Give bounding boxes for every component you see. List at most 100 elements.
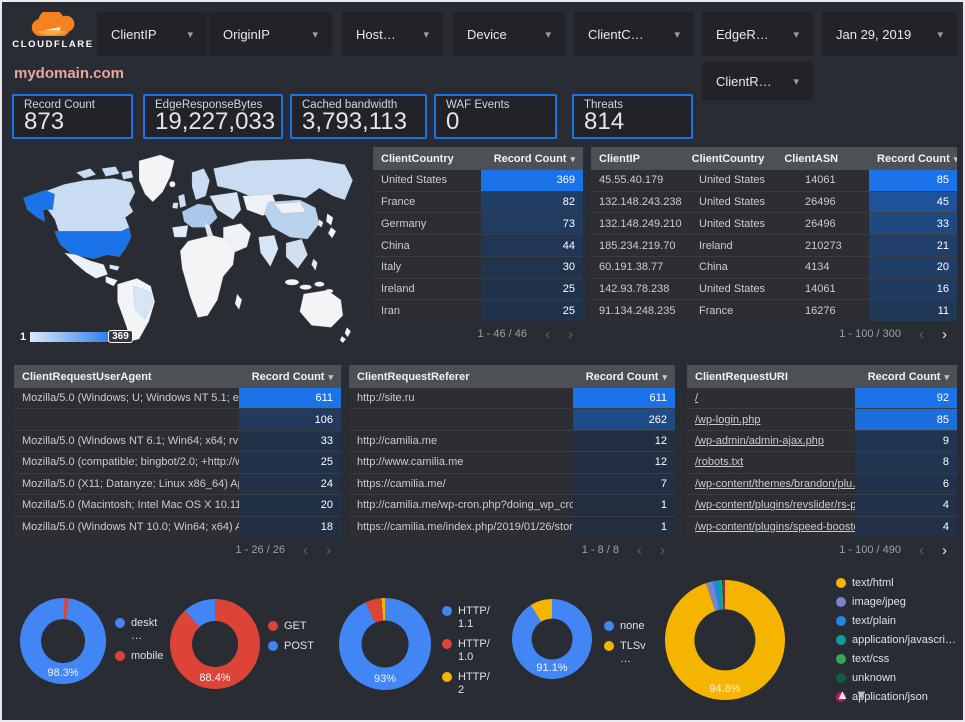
legend-item[interactable]: TLSv… xyxy=(604,640,656,666)
scorecard-cached-bandwidth: Cached bandwidth 3,793,113 xyxy=(290,94,427,139)
scorecard-label: WAF Events xyxy=(446,99,510,111)
table-pagination: 1 - 46 / 46 ‹ › xyxy=(373,321,583,347)
uri-link[interactable]: /wp-content/plugins/speed-booste… xyxy=(695,520,855,533)
legend-dot-icon xyxy=(836,597,846,607)
uri-link[interactable]: /wp-admin/admin-ajax.php xyxy=(695,435,825,448)
uri-link[interactable]: /wp-login.php xyxy=(695,413,761,426)
record-count-cell: 30 xyxy=(481,256,583,278)
column-header[interactable]: ClientRequestUserAgent xyxy=(22,370,152,383)
legend-item[interactable]: POST xyxy=(268,640,316,653)
column-header[interactable]: Record Count▾ xyxy=(869,153,957,165)
column-header[interactable]: Record Count▾ xyxy=(251,370,333,383)
uri-link[interactable]: / xyxy=(695,392,699,405)
legend-item[interactable]: deskt… xyxy=(115,617,167,643)
filter-clientrequest[interactable]: ClientR… ▾ xyxy=(702,62,813,100)
legend-item[interactable]: application/javascri… xyxy=(836,634,958,647)
chevron-down-icon: ▾ xyxy=(793,75,799,88)
table-cell: 26496 xyxy=(805,196,836,209)
legend-item[interactable]: HTTP/1.0 xyxy=(442,638,490,664)
filter-edgeresponse[interactable]: EdgeR… ▾ xyxy=(702,12,813,56)
filter-clientcountry-label: ClientC… xyxy=(588,26,644,42)
legend-dot-icon xyxy=(442,672,452,682)
column-header[interactable]: Record Count▾ xyxy=(585,370,667,383)
table-row: Germany 73 xyxy=(373,213,583,236)
scorecard-value: 0 xyxy=(446,108,460,135)
donut-ring[interactable]: 98.3% xyxy=(14,592,112,690)
filter-originip[interactable]: OriginIP ▾ xyxy=(209,12,332,56)
sort-desc-icon[interactable]: ▼ xyxy=(854,687,868,702)
next-page-icon[interactable]: › xyxy=(568,325,573,343)
table-cell: 14061 xyxy=(805,174,836,187)
filter-clientip[interactable]: ClientIP ▾ xyxy=(97,12,207,56)
legend-dot-icon xyxy=(115,651,125,661)
legend-item[interactable]: none xyxy=(604,620,656,633)
record-count-cell: 16 xyxy=(869,278,957,300)
table-row: /wp-content/plugins/revslider/rs-p… 4 xyxy=(687,495,957,517)
chevron-down-icon: ▾ xyxy=(674,28,680,41)
uri-link[interactable]: /wp-content/themes/brandon/plu… xyxy=(695,477,855,490)
table-body: Mozilla/5.0 (Windows; U; Windows NT 5.1;… xyxy=(14,388,341,537)
prev-page-icon[interactable]: ‹ xyxy=(637,541,642,559)
donut-ring[interactable]: 94.8% xyxy=(665,580,785,700)
legend-item[interactable]: GET xyxy=(268,620,316,633)
table-cell: Mozilla/5.0 (compatible; bingbot/2.0; +h… xyxy=(22,456,239,469)
legend-item[interactable]: application/json xyxy=(836,691,958,704)
column-header[interactable]: Record Count▾ xyxy=(867,370,949,383)
donut-ring[interactable]: 91.1% xyxy=(512,599,592,679)
filter-clientcountry[interactable]: ClientC… ▾ xyxy=(574,12,694,56)
uri-link[interactable]: /robots.txt xyxy=(695,456,744,469)
record-count-cell: 25 xyxy=(239,452,341,473)
table-cell: http://site.ru xyxy=(357,392,415,405)
record-count-cell: 8 xyxy=(855,452,957,473)
legend-item[interactable]: image/jpeg xyxy=(836,596,958,609)
filter-device[interactable]: Device ▾ xyxy=(453,12,565,56)
filter-host[interactable]: Host… ▾ xyxy=(342,12,443,56)
sort-icon: ▾ xyxy=(328,371,333,382)
next-page-icon[interactable]: › xyxy=(326,541,331,559)
legend-item[interactable]: mobile xyxy=(115,650,167,663)
record-count-cell: 18 xyxy=(239,516,341,537)
uri-link[interactable]: /wp-content/plugins/revslider/rs-p… xyxy=(695,499,855,512)
legend-label: deskt… xyxy=(131,617,158,642)
column-header[interactable]: Record Count▾ xyxy=(493,152,575,165)
sort-icon: ▾ xyxy=(662,371,667,382)
date-range-picker[interactable]: Jan 29, 2019 ▾ xyxy=(822,12,957,56)
table-header-row: ClientIP ClientCountry ClientASN Record Cou… xyxy=(591,147,957,170)
prev-page-icon[interactable]: ‹ xyxy=(545,325,550,343)
legend-item[interactable]: HTTP/1.1 xyxy=(442,605,490,631)
table-cell: 185.234.219.70 xyxy=(599,239,676,252)
scorecard-record-count: Record Count 873 xyxy=(12,94,133,139)
world-map[interactable]: 1 369 xyxy=(12,147,368,347)
column-header[interactable]: ClientRequestURI xyxy=(695,370,788,383)
next-page-icon[interactable]: › xyxy=(942,541,947,559)
column-header[interactable]: ClientCountry xyxy=(691,152,765,165)
column-header[interactable]: ClientCountry xyxy=(381,152,454,165)
legend-item[interactable]: unknown xyxy=(836,672,958,685)
prev-page-icon[interactable]: ‹ xyxy=(303,541,308,559)
prev-page-icon[interactable]: ‹ xyxy=(919,325,924,343)
chevron-down-icon: ▾ xyxy=(545,28,551,41)
table-cell: http://camilia.me xyxy=(357,435,438,448)
pagination-label: 1 - 100 / 490 xyxy=(839,544,901,556)
column-header[interactable]: ClientIP xyxy=(599,152,640,165)
record-count-cell: 45 xyxy=(869,191,957,213)
legend-label: image/jpeg xyxy=(852,596,906,608)
column-header[interactable]: ClientASN xyxy=(784,152,839,165)
next-page-icon[interactable]: › xyxy=(942,325,947,343)
donut-ring[interactable]: 93% xyxy=(339,598,431,690)
prev-page-icon[interactable]: ‹ xyxy=(919,541,924,559)
donut-ring[interactable]: 88.4% xyxy=(170,599,260,689)
legend-sorters: ▲ ▼ xyxy=(836,687,868,702)
table-body: 45.55.40.179 United States 14061 85 132.148.… xyxy=(591,170,957,322)
sort-asc-icon[interactable]: ▲ xyxy=(836,687,849,702)
legend-item[interactable]: text/plain xyxy=(836,615,958,628)
legend-item[interactable]: text/css xyxy=(836,653,958,666)
table-cell: 142.93.78.238 xyxy=(599,282,670,295)
legend-dot-icon xyxy=(836,578,846,588)
next-page-icon[interactable]: › xyxy=(660,541,665,559)
table-header-row: ClientCountry Record Count ▾ xyxy=(373,147,583,170)
column-header[interactable]: ClientRequestReferer xyxy=(357,370,470,383)
legend-item[interactable]: HTTP/2 xyxy=(442,671,490,697)
legend-item[interactable]: text/html xyxy=(836,577,958,590)
table-pagination: 1 - 8 / 8 ‹ › xyxy=(349,537,675,563)
